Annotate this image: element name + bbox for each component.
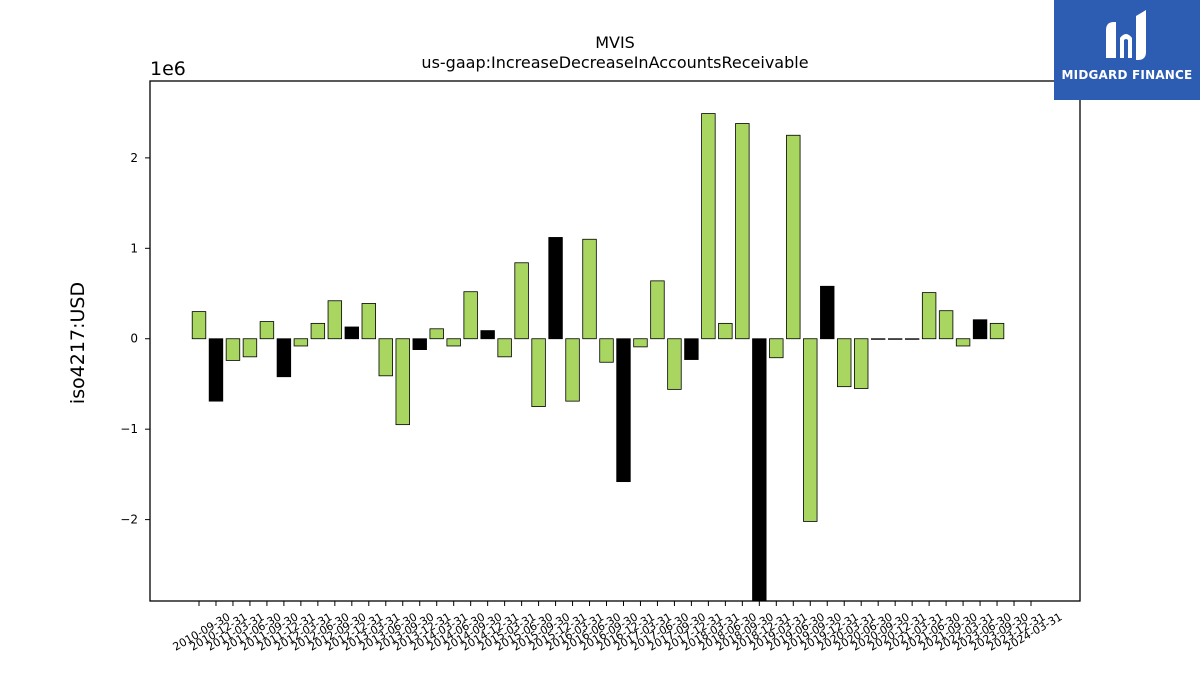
bar xyxy=(259,321,275,340)
y-tick-label: 0 xyxy=(130,332,138,346)
logo-mark-icon xyxy=(1106,10,1146,60)
bar xyxy=(412,338,427,350)
bar xyxy=(650,280,665,340)
bar xyxy=(599,338,614,363)
chart-title: MVIS xyxy=(595,33,635,52)
bar xyxy=(242,338,258,358)
bar xyxy=(786,134,801,340)
y-tick-label: −2 xyxy=(120,513,138,527)
bar xyxy=(887,338,903,340)
bar xyxy=(480,330,495,340)
bar xyxy=(514,262,529,340)
y-axis-label: iso4217:USD xyxy=(67,282,89,404)
bar xyxy=(735,123,750,340)
y-tick-label: 1 xyxy=(130,241,138,255)
bar xyxy=(276,338,292,378)
bar xyxy=(837,338,852,388)
bar xyxy=(769,338,784,359)
bar xyxy=(310,322,326,340)
y-tick-label: 2 xyxy=(130,151,138,165)
bar xyxy=(361,303,376,340)
chart-subtitle: us-gaap:IncreaseDecreaseInAccountsReceiv… xyxy=(421,53,808,72)
bar xyxy=(616,338,631,483)
bar xyxy=(378,338,393,377)
y-scale-label: 1e6 xyxy=(150,58,186,80)
bar xyxy=(701,113,716,340)
brand-name: MIDGARD FINANCE xyxy=(1061,68,1193,82)
bar xyxy=(582,238,597,340)
bar xyxy=(225,338,241,361)
bar xyxy=(633,338,648,348)
bar xyxy=(463,291,478,340)
y-tick-label: −1 xyxy=(120,422,138,436)
bar xyxy=(854,338,869,389)
bar xyxy=(548,237,563,340)
bar xyxy=(938,310,954,340)
bar xyxy=(429,328,444,340)
plot-frame xyxy=(149,80,1081,602)
bar xyxy=(921,292,937,340)
bar xyxy=(803,338,818,522)
bar xyxy=(718,322,733,340)
bar xyxy=(752,338,767,602)
bar xyxy=(972,319,988,340)
bar xyxy=(820,285,835,340)
brand-logo: MIDGARD FINANCE xyxy=(1054,0,1200,100)
bar xyxy=(344,326,360,340)
bar xyxy=(208,338,224,402)
bar xyxy=(191,311,207,340)
bar xyxy=(904,338,920,340)
bar xyxy=(565,338,580,402)
bar xyxy=(327,300,343,340)
bar xyxy=(989,322,1005,340)
bar xyxy=(684,338,699,360)
bar xyxy=(667,338,682,390)
bar xyxy=(395,338,410,426)
bar xyxy=(955,338,971,347)
bar xyxy=(870,338,886,340)
bar xyxy=(531,338,546,407)
bar xyxy=(293,338,309,347)
bar xyxy=(446,338,461,347)
bar xyxy=(497,338,512,358)
